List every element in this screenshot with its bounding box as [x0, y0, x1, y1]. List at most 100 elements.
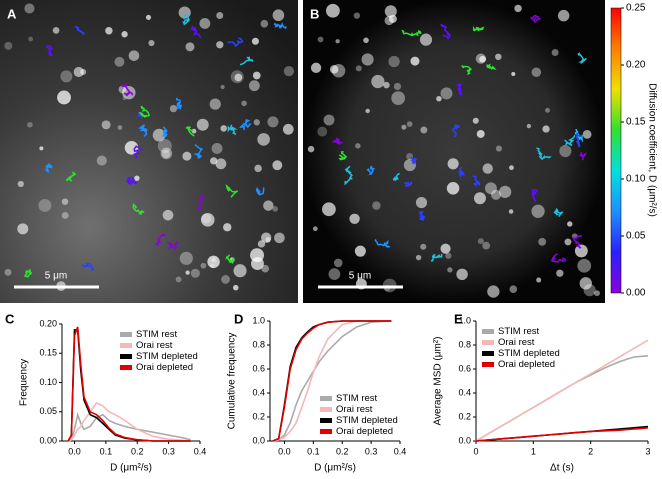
fluorescent-spot: [508, 209, 514, 214]
particle-track: [225, 254, 235, 264]
fluorescent-spot: [577, 258, 592, 273]
particle-track: [227, 37, 244, 48]
particle-track: [404, 181, 413, 187]
fluorescent-spot: [391, 91, 406, 105]
y-tick-label: 0.10: [39, 377, 57, 387]
fluorescent-spot: [134, 175, 140, 181]
panel-label: A: [7, 6, 17, 21]
particle-track: [574, 128, 584, 143]
legend-label: STIM rest: [136, 329, 178, 340]
particle-track: [132, 203, 145, 215]
y-tick-label: 0.0: [252, 435, 265, 445]
fluorescent-spot: [61, 212, 69, 219]
fluorescent-spot: [477, 238, 484, 245]
x-tick-label: 0.1: [307, 446, 320, 456]
x-tick-label: 2: [588, 446, 593, 456]
legend-label: STIM depleted: [498, 348, 560, 359]
fluorescent-spot: [191, 128, 197, 134]
fluorescent-spot: [447, 158, 459, 170]
fluorescent-spot: [479, 55, 486, 63]
fluorescent-spot: [122, 96, 127, 101]
fluorescent-spot: [476, 129, 485, 138]
x-tick-label: 0: [473, 446, 478, 456]
y-tick-label: 0.8: [458, 339, 471, 349]
fluorescent-spot: [169, 104, 178, 113]
particle-track: [238, 118, 252, 131]
particle-track: [81, 262, 95, 272]
fluorescent-spot: [482, 163, 493, 174]
fluorescent-spot: [317, 126, 328, 137]
legend-label: STIM depleted: [136, 351, 198, 362]
fluorescent-spot: [445, 252, 452, 259]
fluorescent-spot: [28, 36, 34, 42]
particle-track: [331, 136, 343, 145]
fluorescent-spot: [536, 277, 542, 283]
y-tick-label: 0.05: [39, 406, 57, 416]
particle-track: [138, 105, 151, 118]
fluorescent-spot: [117, 125, 123, 130]
fluorescent-spot: [24, 3, 35, 14]
fluorescent-spot: [307, 145, 315, 153]
legend-label: STIM rest: [498, 326, 540, 337]
fluorescent-spot: [272, 160, 283, 171]
fluorescent-spot: [328, 268, 341, 280]
y-axis-label: Frequency: [19, 359, 30, 406]
fluorescent-spot: [393, 82, 402, 91]
y-tick-label: 0.00: [39, 435, 57, 445]
fluorescent-spot: [272, 9, 285, 22]
fluorescent-spot: [232, 284, 239, 291]
fluorescent-spot: [17, 223, 29, 235]
fluorescent-spot: [216, 41, 224, 49]
y-tick-label: 0.2: [458, 411, 471, 421]
fluorescent-spot: [446, 182, 460, 195]
fluorescent-spot: [487, 285, 500, 298]
particle-track: [133, 145, 143, 159]
fluorescent-spot: [274, 232, 285, 244]
fluorescent-spot: [490, 189, 502, 200]
particle-track: [125, 176, 138, 186]
fluorescent-spot: [323, 114, 335, 126]
fluorescent-spot: [526, 123, 532, 129]
fluorescent-spot: [4, 41, 13, 50]
colorbar-title: Diffusion coefficient, D (μm²/s): [646, 83, 657, 217]
fluorescent-spot: [329, 65, 339, 74]
fluorescent-spot: [531, 67, 542, 78]
fluorescent-spot: [179, 251, 193, 265]
fluorescent-spot: [365, 108, 370, 114]
y-tick-label: 0.0: [458, 435, 471, 445]
colorbar-tick-label: 0.00: [626, 288, 646, 299]
y-tick-label: 0.4: [252, 387, 265, 397]
fluorescent-spot: [388, 14, 397, 23]
fluorescent-spot: [215, 158, 227, 170]
particle-track: [536, 147, 552, 161]
fluorescent-spot: [499, 185, 512, 199]
y-tick-label: 0.2: [252, 411, 265, 421]
y-axis-label: Average MSD (μm²): [433, 337, 444, 426]
fluorescent-spot: [574, 244, 588, 258]
fluorescent-spot: [557, 9, 570, 22]
y-tick-label: 1.0: [458, 315, 471, 325]
fluorescent-spot: [312, 226, 318, 232]
fluorescent-spot: [415, 196, 428, 209]
fluorescent-spot: [220, 84, 225, 90]
fluorescent-spot: [161, 149, 171, 159]
particle-track: [338, 151, 348, 161]
particle-track: [430, 254, 443, 262]
particle-track: [550, 252, 567, 263]
series-line: [475, 339, 649, 442]
fluorescent-spot: [447, 267, 453, 273]
fluorescent-spot: [73, 66, 84, 78]
fluorescent-spot: [406, 121, 413, 127]
fluorescent-spot: [248, 80, 260, 92]
fluorescent-spot: [582, 129, 592, 139]
fluorescent-spot: [440, 87, 453, 100]
particle-track: [401, 29, 422, 37]
fluorescent-spot: [185, 270, 190, 275]
particle-track: [472, 25, 485, 32]
fluorescent-spot: [121, 31, 128, 38]
fluorescent-spot: [252, 71, 261, 80]
particle-track: [572, 234, 583, 249]
micrograph-b: [303, 0, 605, 303]
x-tick-label: 0.2: [131, 446, 144, 456]
fluorescent-spot: [531, 204, 545, 218]
